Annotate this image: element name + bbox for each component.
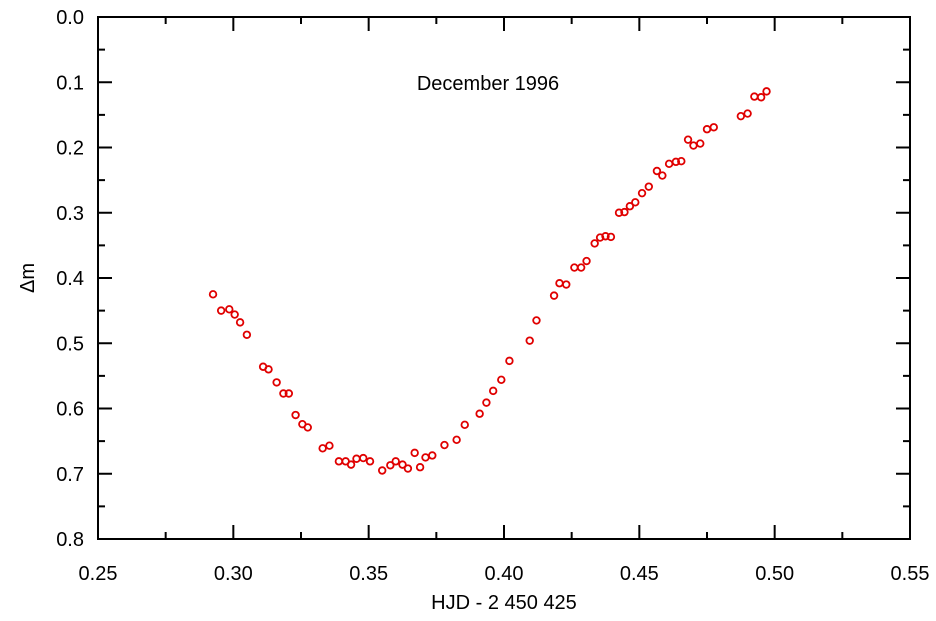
data-point	[756, 93, 766, 102]
data-point	[415, 463, 425, 472]
x-axis-label: HJD - 2 450 425	[431, 592, 577, 614]
data-point	[318, 444, 327, 453]
data-point	[570, 263, 579, 272]
data-point	[497, 375, 506, 384]
data-point	[582, 256, 591, 266]
data-point	[230, 310, 239, 319]
y-tick-label: 0.2	[56, 138, 84, 160]
data-point	[482, 398, 491, 407]
data-point	[505, 356, 514, 366]
data-point	[549, 291, 559, 300]
data-point	[359, 453, 368, 463]
data-point	[601, 232, 610, 241]
data-point	[644, 182, 654, 191]
data-point	[677, 157, 686, 166]
x-tick-label: 0.40	[485, 563, 524, 585]
x-tick-label: 0.50	[755, 563, 794, 585]
data-point	[595, 233, 605, 242]
y-tick-label: 0.6	[56, 399, 84, 421]
x-tick-label: 0.45	[620, 563, 659, 585]
data-point	[421, 453, 430, 462]
data-point	[562, 280, 571, 289]
data-point	[683, 135, 693, 144]
data-point	[352, 454, 361, 463]
y-tick-label: 0.7	[56, 464, 84, 486]
data-point	[576, 263, 586, 272]
data-point	[532, 316, 541, 325]
data-point	[762, 87, 771, 96]
y-tick-label: 0.1	[56, 72, 84, 94]
data-point	[346, 460, 356, 469]
data-point	[689, 141, 698, 150]
data-point	[325, 441, 334, 450]
data-point	[452, 435, 461, 445]
data-point	[264, 365, 273, 374]
data-point	[208, 290, 218, 299]
data-point	[225, 305, 234, 314]
x-tick-label: 0.55	[891, 563, 930, 585]
data-point	[637, 188, 647, 198]
data-point	[475, 409, 484, 418]
chart-annotation: December 1996	[417, 73, 559, 95]
data-point	[620, 207, 629, 217]
data-point	[625, 202, 635, 211]
data-point	[702, 125, 712, 134]
data-point	[460, 420, 469, 430]
data-point	[631, 198, 640, 207]
y-tick-label: 0.4	[56, 268, 84, 290]
data-point	[664, 159, 674, 169]
data-point	[555, 279, 564, 288]
data-point	[378, 466, 387, 475]
data-point	[590, 239, 599, 248]
data-point	[303, 423, 312, 432]
x-tick-label: 0.30	[214, 563, 253, 585]
data-point	[216, 306, 226, 315]
data-point	[279, 389, 288, 398]
data-point	[403, 464, 413, 473]
x-tick-labels: 0.25 0.30 0.35 0.40 0.45 0.50 0.55	[79, 563, 930, 585]
data-point	[235, 318, 245, 327]
data-point	[291, 410, 300, 420]
y-tick-label: 0.0	[56, 7, 84, 29]
data-point	[652, 166, 662, 176]
data-point	[334, 457, 344, 466]
data-point	[709, 123, 718, 132]
data-point	[614, 208, 624, 217]
data-point	[488, 386, 498, 396]
data-point	[391, 457, 400, 466]
axis-ticks	[97, 16, 911, 540]
data-point	[365, 457, 375, 466]
data-point	[606, 232, 616, 242]
y-tick-labels: 0.0 0.1 0.2 0.3 0.4 0.5 0.6 0.7 0.8	[56, 7, 84, 551]
x-tick-label: 0.25	[79, 563, 118, 585]
data-point	[386, 461, 395, 470]
y-axis-label: Δm	[17, 263, 39, 293]
data-point	[410, 448, 419, 458]
x-tick-label: 0.35	[349, 563, 388, 585]
data-point	[428, 451, 437, 460]
y-tick-label: 0.8	[56, 529, 84, 551]
data-point	[242, 330, 252, 339]
data-point	[525, 336, 534, 345]
data-point	[272, 378, 281, 387]
data-point	[696, 139, 705, 148]
data-points	[208, 87, 771, 475]
data-point	[440, 440, 449, 450]
y-tick-label: 0.3	[56, 203, 84, 225]
data-point	[658, 171, 667, 180]
data-point	[736, 111, 746, 121]
data-point	[743, 109, 752, 118]
data-point	[284, 389, 294, 398]
data-point	[750, 92, 759, 101]
data-point	[671, 157, 681, 167]
y-tick-label: 0.5	[56, 333, 84, 355]
plot-frame	[97, 16, 911, 540]
data-point	[398, 460, 407, 469]
